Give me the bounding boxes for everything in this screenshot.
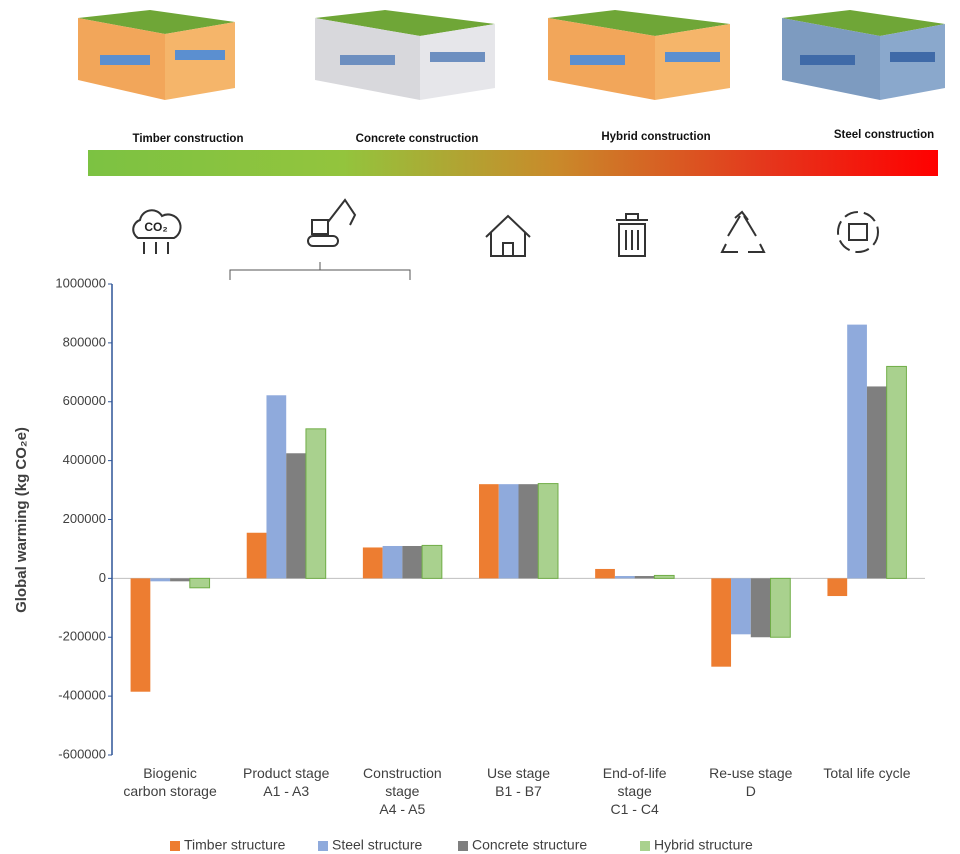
y-axis-title: Global warming (kg CO₂e) (13, 427, 30, 613)
building-steel (782, 10, 945, 100)
legend-label: Hybrid structure (654, 837, 753, 853)
building-concrete (315, 10, 495, 100)
x-tick-label: Product stage A1 - A3 (243, 765, 330, 799)
construction-label: Steel construction (834, 129, 934, 141)
bar (731, 578, 751, 635)
legend-swatch (318, 841, 328, 851)
legend-swatch (640, 841, 650, 851)
icon-house (485, 214, 531, 257)
bar (382, 545, 403, 579)
x-tick-label: End-of-life stage C1 - C4 (603, 765, 667, 817)
y-tick-label: -400000 (58, 688, 106, 703)
bar (518, 484, 539, 579)
y-tick-label: -200000 (58, 629, 106, 644)
y-tick-label: -600000 (58, 746, 106, 761)
bar (847, 324, 867, 579)
x-tick-label: Construction stage A4 - A5 (363, 765, 442, 817)
icon-excavator (307, 198, 357, 247)
icon-co2: CO₂ (132, 209, 182, 254)
y-tick-label: 200000 (63, 511, 106, 526)
gradient-bar (88, 150, 938, 176)
bar (421, 544, 443, 579)
bracket (229, 262, 411, 280)
bar (711, 578, 732, 667)
bar (653, 574, 675, 579)
bar (537, 483, 559, 579)
bar (286, 453, 306, 579)
bar (498, 484, 519, 579)
bar (827, 578, 848, 597)
x-tick-label: Use stage B1 - B7 (487, 765, 550, 799)
icon-text: CO₂ (144, 220, 167, 234)
x-tick-label: Re-use stage D (709, 765, 792, 799)
x-tick-label: Total life cycle (823, 765, 910, 781)
construction-label: Hybrid construction (601, 131, 710, 143)
construction-label: Timber construction (133, 133, 244, 145)
building-timber (78, 10, 235, 100)
bar (189, 577, 211, 589)
bar (246, 532, 267, 579)
construction-label: Concrete construction (356, 133, 479, 145)
y-tick-label: 400000 (63, 452, 106, 467)
legend-label: Concrete structure (472, 837, 587, 853)
bar (479, 484, 499, 579)
bar (750, 578, 771, 638)
bar (150, 578, 171, 582)
bar (770, 577, 791, 638)
legend-label: Timber structure (184, 837, 286, 853)
bar (170, 578, 190, 582)
icon-bin (616, 213, 648, 257)
bar (266, 395, 287, 579)
y-tick-label: 600000 (63, 393, 106, 408)
bar (634, 576, 655, 579)
legend-swatch (170, 841, 180, 851)
bar (595, 568, 615, 579)
legend-swatch (458, 841, 468, 851)
bar (305, 428, 327, 579)
bar (866, 386, 887, 579)
icon-recycle (720, 210, 766, 253)
bar (402, 545, 423, 579)
legend-label: Steel structure (332, 837, 422, 853)
icon-cycle (837, 211, 879, 253)
building-hybrid (548, 10, 730, 100)
x-tick-label: Biogenic carbon storage (123, 765, 217, 799)
bar (130, 578, 151, 692)
bar (614, 576, 635, 579)
y-tick-label: 1000000 (55, 275, 106, 290)
y-tick-label: 0 (99, 570, 106, 585)
y-tick-label: 800000 (63, 334, 106, 349)
bar (362, 547, 383, 579)
bar (886, 365, 907, 579)
